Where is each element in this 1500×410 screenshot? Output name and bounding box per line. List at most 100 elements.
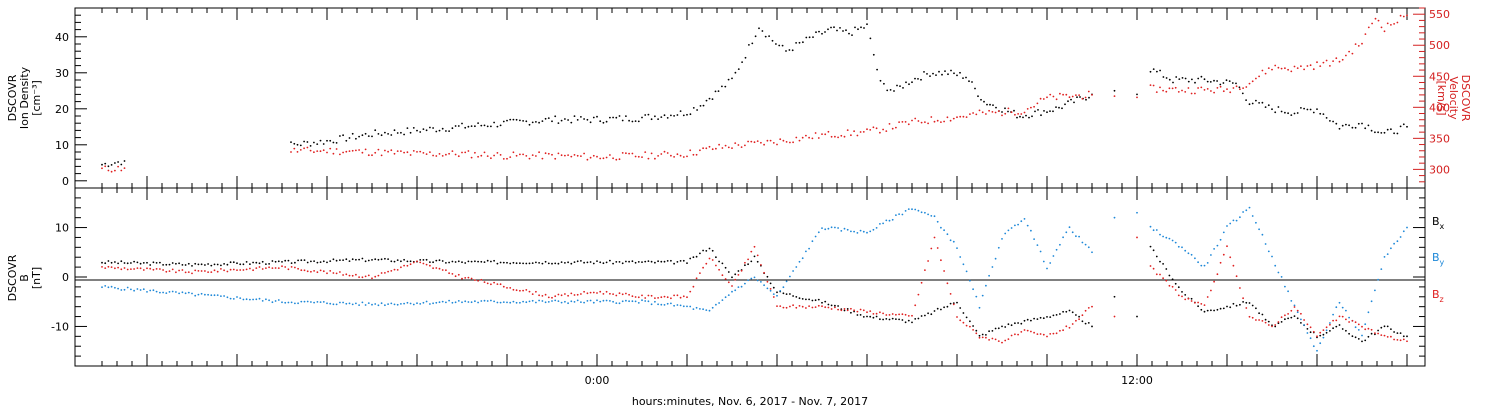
by-point bbox=[358, 304, 360, 306]
velocity-point bbox=[1222, 90, 1225, 93]
density-point bbox=[583, 118, 585, 120]
bx-point bbox=[528, 262, 531, 265]
density-point bbox=[384, 131, 386, 134]
density-point bbox=[896, 84, 898, 87]
bz-point bbox=[711, 259, 714, 261]
bz-point bbox=[454, 275, 457, 278]
bz-point bbox=[1316, 335, 1318, 338]
bx-point bbox=[727, 271, 730, 273]
bx-point bbox=[194, 262, 197, 265]
by-point bbox=[657, 303, 659, 306]
bz-point bbox=[1319, 331, 1322, 334]
density-point bbox=[798, 41, 801, 44]
bz-point bbox=[1402, 338, 1405, 341]
bz-point bbox=[303, 269, 306, 272]
density-point bbox=[461, 122, 463, 125]
bz-point bbox=[1245, 307, 1248, 309]
bx-point bbox=[541, 262, 544, 265]
velocity-point bbox=[499, 154, 502, 156]
by-point bbox=[1258, 228, 1260, 231]
bz-point bbox=[609, 292, 611, 295]
by-point bbox=[705, 309, 708, 311]
velocity-point bbox=[1399, 14, 1402, 17]
bx-point bbox=[734, 273, 737, 276]
bz-point bbox=[895, 313, 897, 316]
by-point bbox=[470, 301, 473, 304]
density-point bbox=[438, 129, 441, 132]
by-point bbox=[496, 301, 499, 304]
velocity-point bbox=[1216, 87, 1219, 89]
velocity-point bbox=[801, 136, 804, 139]
density-point bbox=[995, 106, 997, 109]
bz-point bbox=[580, 293, 582, 295]
velocity-point bbox=[367, 154, 370, 157]
bx-point bbox=[435, 259, 438, 262]
velocity-point bbox=[474, 151, 476, 154]
by-point bbox=[895, 214, 897, 217]
by-point bbox=[281, 301, 283, 304]
bx-point bbox=[1367, 335, 1370, 338]
by-point bbox=[940, 226, 942, 229]
density-point bbox=[1338, 127, 1341, 130]
velocity-point bbox=[766, 139, 769, 142]
velocity-point bbox=[332, 152, 335, 155]
velocity-point bbox=[1036, 102, 1039, 105]
by-point bbox=[609, 300, 611, 302]
by-point bbox=[972, 288, 974, 291]
density-point bbox=[1280, 110, 1283, 113]
bx-point bbox=[869, 315, 872, 318]
bx-point bbox=[1181, 291, 1183, 293]
bx-point bbox=[599, 261, 602, 264]
density-point bbox=[1028, 116, 1030, 119]
density-point bbox=[358, 135, 360, 138]
bz-point bbox=[191, 272, 193, 275]
bx-point bbox=[438, 259, 441, 262]
by-point bbox=[339, 301, 341, 304]
density-point bbox=[332, 141, 335, 144]
bz-point bbox=[335, 272, 338, 275]
bz-point bbox=[621, 293, 624, 296]
bz-point bbox=[605, 290, 608, 293]
bz-point bbox=[705, 262, 708, 265]
by-point bbox=[1159, 233, 1161, 236]
density-point bbox=[1019, 115, 1021, 118]
bz-point bbox=[875, 312, 878, 315]
bx-point bbox=[110, 261, 113, 264]
by-point bbox=[531, 299, 534, 302]
bx-point bbox=[962, 312, 965, 314]
by-point bbox=[647, 300, 650, 303]
bx-point bbox=[959, 307, 962, 309]
bx-point bbox=[567, 261, 569, 264]
by-point bbox=[335, 303, 338, 306]
velocity-point bbox=[296, 151, 299, 153]
velocity-point bbox=[1017, 113, 1019, 115]
density-point bbox=[483, 124, 486, 127]
velocity-point bbox=[1046, 96, 1048, 99]
bz-point bbox=[1062, 329, 1064, 332]
density-point bbox=[1296, 112, 1299, 114]
bz-point bbox=[972, 329, 974, 331]
by-point bbox=[1017, 223, 1019, 226]
bz-point bbox=[422, 262, 425, 265]
velocity-point bbox=[721, 147, 724, 149]
velocity-point bbox=[772, 142, 775, 144]
velocity-point bbox=[480, 154, 483, 157]
bz-point bbox=[1219, 261, 1222, 264]
bz-point bbox=[319, 269, 322, 272]
velocity-point bbox=[384, 149, 386, 152]
bz-point bbox=[994, 338, 997, 341]
bx-point bbox=[499, 261, 502, 264]
velocity-point bbox=[1235, 85, 1238, 88]
velocity-point bbox=[1229, 91, 1232, 94]
velocity-point bbox=[631, 152, 634, 155]
bx-point bbox=[310, 260, 312, 263]
bz-point bbox=[400, 266, 402, 269]
bx-point bbox=[1033, 317, 1035, 320]
density-point bbox=[647, 113, 650, 116]
bx-point bbox=[277, 260, 280, 263]
density-point bbox=[1293, 112, 1296, 115]
bx-point bbox=[631, 260, 634, 263]
density-point bbox=[805, 36, 808, 39]
velocity-point bbox=[412, 150, 415, 152]
bx-point bbox=[1264, 318, 1267, 321]
